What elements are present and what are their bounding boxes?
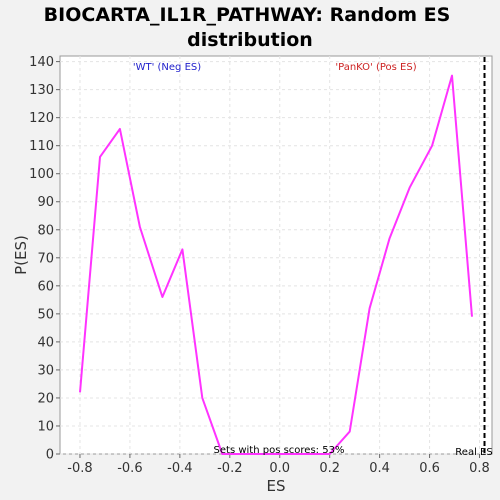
y-tick-label: 130 (29, 83, 54, 98)
series-layer (79, 74, 473, 455)
y-tick-label: 110 (29, 139, 54, 154)
x-axis-ticks: -0.8 -0.6 -0.4 -0.2 0.0 0.2 0.4 0.6 0.8 (67, 454, 490, 476)
y-tick-label: 60 (37, 279, 54, 294)
y-tick-label: 120 (29, 111, 54, 126)
x-tick-label: -0.2 (217, 461, 242, 476)
y-tick-label: 50 (37, 307, 54, 322)
y-tick-label: 100 (29, 167, 54, 182)
real-es-label: Real ES (455, 447, 492, 458)
x-axis-label: ES (267, 477, 286, 495)
y-tick-label: 20 (37, 391, 54, 406)
y-tick-label: 40 (37, 335, 54, 350)
y-axis-label: P(ES) (12, 235, 30, 275)
x-tick-label: 0.2 (319, 461, 340, 476)
y-tick-label: 80 (37, 223, 54, 238)
x-tick-label: -0.8 (67, 461, 92, 476)
y-tick-label: 10 (37, 419, 54, 434)
y-tick-label: 30 (37, 363, 54, 378)
x-tick-label: -0.4 (167, 461, 192, 476)
x-tick-label: 0.0 (269, 461, 290, 476)
y-tick-label: 0 (46, 448, 54, 463)
y-tick-label: 90 (37, 195, 54, 210)
plot-area (59, 55, 493, 455)
series-line (79, 74, 473, 455)
pos-es-annotation: 'PanKO' (Pos ES) (335, 62, 416, 73)
chart-title-line-1: BIOCARTA_IL1R_PATHWAY: Random ES (44, 4, 451, 26)
chart-title-line-2: distribution (187, 29, 313, 51)
x-tick-label: -0.6 (117, 461, 142, 476)
neg-es-annotation: 'WT' (Neg ES) (133, 62, 201, 73)
y-tick-label: 140 (29, 55, 54, 70)
y-axis-ticks: 0 10 20 30 40 50 60 70 80 90 100 110 120 130 140 (29, 55, 60, 463)
x-tick-label: 0.6 (419, 461, 440, 476)
x-tick-label: 0.4 (369, 461, 390, 476)
x-tick-label: 0.8 (469, 461, 490, 476)
pos-scores-annotation: Sets with pos scores: 53% (214, 445, 345, 456)
y-tick-label: 70 (37, 251, 54, 266)
